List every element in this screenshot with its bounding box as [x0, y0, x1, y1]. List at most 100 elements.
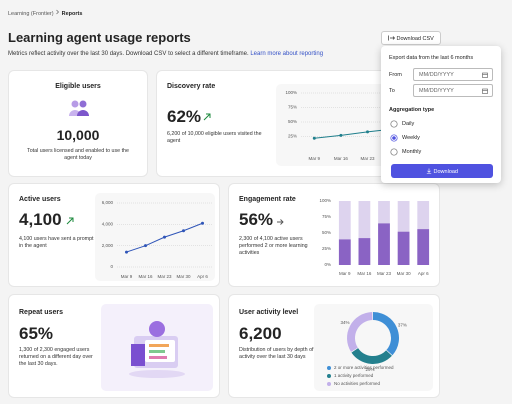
legend-dot	[327, 366, 331, 370]
trend-flat-icon	[277, 219, 284, 225]
illustration-art	[129, 321, 185, 378]
to-label: To	[389, 88, 395, 94]
card-title: Engagement rate	[239, 196, 296, 203]
from-label: From	[389, 72, 402, 78]
radio-button[interactable]	[390, 120, 398, 128]
activity-card: User activity level 6,200 Distribution o…	[228, 294, 440, 398]
point	[182, 229, 185, 233]
donut-label: 29%	[365, 367, 374, 372]
y-tick-label: 25%	[322, 246, 331, 251]
x-tick-label: Mar 9	[309, 156, 321, 161]
y-tick-label: 100%	[319, 198, 331, 203]
subtitle-text: Metrics reflect activity over the last 3…	[8, 51, 249, 57]
x-tick-label: Mar 23	[157, 274, 172, 279]
chart-panel: 0% 25% 50% 75% 100% Mar 9 Mar 16 Mar 23 Mar 30 Ap…	[319, 193, 435, 281]
illustration	[101, 304, 213, 391]
radio-button[interactable]	[390, 148, 398, 156]
card-value: 4,100	[19, 210, 62, 229]
x-tick-label: Mar 30	[176, 274, 191, 279]
breadcrumb-parent[interactable]: Learning (Frontier)	[8, 11, 54, 17]
x-tick-label: Apr 6	[418, 271, 429, 276]
export-panel: Export data from the last 6 months From …	[381, 46, 501, 183]
active-card: Active users 4,100 4,100 users have sent…	[8, 183, 220, 287]
bar	[358, 238, 371, 265]
users-icon	[69, 100, 89, 116]
bar	[417, 229, 430, 265]
radio-dot	[392, 136, 396, 140]
breadcrumb-current: Reports	[61, 11, 83, 17]
donut-segment	[347, 312, 373, 352]
point	[163, 235, 166, 239]
calendar-icon	[482, 72, 488, 78]
radio-label: Monthly	[402, 149, 422, 155]
card-description: 1,300 of 2,300 engaged users returned on…	[19, 347, 93, 367]
eligible-card: Eligible users 10,000 Total users licens…	[8, 70, 148, 177]
card-title: Discovery rate	[167, 83, 216, 90]
x-tick-label: Mar 9	[339, 271, 351, 276]
chart-panel: 37% 2 or more activities performed 29% 1 ac…	[314, 304, 433, 391]
radio-ring	[390, 120, 398, 128]
x-tick-label: Apr 6	[197, 274, 208, 279]
y-tick-label: 4,000	[102, 222, 114, 227]
from-input[interactable]: MM/DD/YYYY	[413, 68, 493, 81]
to-input[interactable]: MM/DD/YYYY	[413, 84, 493, 97]
point	[201, 221, 204, 225]
donut-segment	[351, 347, 392, 364]
chart-panel: 0 2,000 4,000 6,000 Mar 9 Mar 16 Mar 23 Mar 30 A…	[95, 193, 215, 281]
card-description: 4,100 users have sent a prompt in the ag…	[19, 236, 94, 249]
radio-label: Daily	[402, 121, 415, 127]
aggregation-label: Aggregation type	[389, 107, 435, 113]
y-tick-label: 50%	[288, 119, 297, 124]
engagement-chart: 0% 25% 50% 75% 100% Mar 9 Mar 16 Mar 23 Mar 30 Ap…	[319, 198, 430, 276]
bar-track	[338, 201, 351, 265]
bar-track	[358, 201, 371, 265]
to-placeholder: MM/DD/YYYY	[419, 88, 454, 94]
download-csv-label: Download CSV	[396, 36, 434, 42]
x-tick-label: Mar 16	[138, 274, 153, 279]
radio-label: Weekly	[402, 135, 420, 141]
radio-ring	[390, 148, 398, 156]
point	[339, 133, 343, 137]
engagement-card: Engagement rate 56% 2,300 of 4,100 activ…	[228, 183, 440, 287]
learn-more-link[interactable]: Learn more about reporting	[250, 51, 324, 57]
legend-label: No activities performed	[334, 381, 381, 386]
card-description: Total users licensed and enabled to use …	[27, 148, 129, 161]
download-button[interactable]: Download	[391, 164, 493, 178]
card-value: 10,000	[56, 127, 100, 143]
x-tick-label: Mar 16	[357, 271, 372, 276]
bar	[378, 223, 390, 265]
page-title: Learning agent usage reports	[8, 30, 191, 45]
x-tick-label: Mar 9	[121, 274, 133, 279]
legend-label: 2 or more activities performed	[334, 365, 394, 370]
card-title: Eligible users	[55, 83, 101, 90]
discovery-chart: 25% 50% 75% 100% Mar 9 Mar 16 Mar 23	[285, 90, 434, 161]
card-value: 65%	[19, 324, 54, 343]
y-tick-label: 100%	[285, 90, 297, 95]
repeat-card: Repeat users 65% 1,300 of 2,300 engaged …	[8, 294, 220, 398]
y-tick-label: 50%	[322, 230, 331, 235]
point	[125, 250, 128, 254]
card-title: Repeat users	[19, 309, 63, 316]
point	[312, 136, 316, 140]
download-label: Download	[433, 169, 458, 175]
donut-segment	[372, 312, 399, 356]
card-title: User activity level	[239, 309, 299, 316]
export-heading: Export data from the last 6 months	[389, 55, 474, 61]
legend-dot	[327, 374, 331, 378]
card-description: Distribution of users by depth of activi…	[239, 347, 314, 360]
card-description: 6,200 of 10,000 eligible users visited t…	[167, 131, 262, 144]
radio-button[interactable]	[390, 134, 398, 142]
active-chart: 0 2,000 4,000 6,000 Mar 9 Mar 16 Mar 23 Mar 30 A…	[102, 200, 212, 279]
download-csv-button[interactable]: Download CSV	[381, 31, 441, 45]
y-tick-label: 25%	[288, 134, 297, 139]
x-tick-label: Mar 30	[397, 271, 412, 276]
y-tick-label: 0%	[324, 262, 331, 267]
calendar-icon	[482, 88, 488, 94]
y-tick-label: 2,000	[102, 243, 114, 248]
card-description: 2,300 of 4,100 active users performed 2 …	[239, 236, 308, 256]
card-value: 56%	[239, 210, 274, 229]
breadcrumb: Learning (Frontier) Reports	[8, 9, 82, 17]
y-tick-label: 6,000	[102, 200, 114, 205]
